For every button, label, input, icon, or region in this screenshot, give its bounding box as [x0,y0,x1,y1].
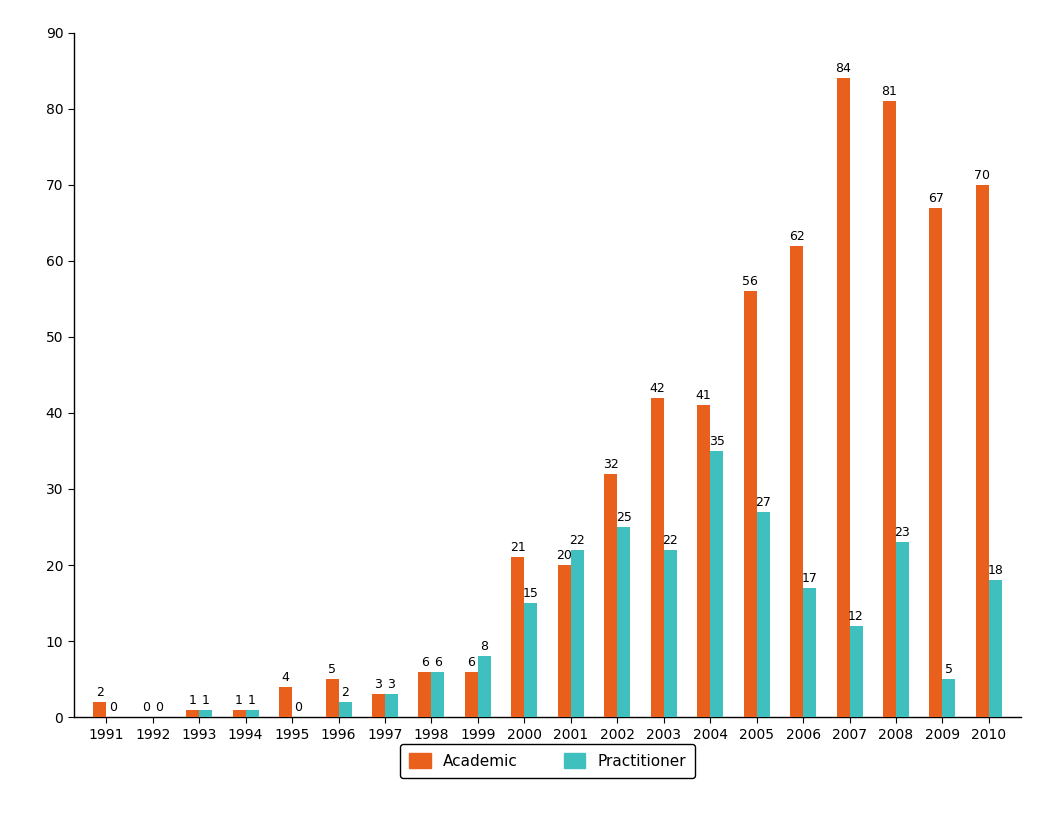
Bar [199,710,212,717]
Text: 27: 27 [755,496,771,509]
Text: 20: 20 [556,549,572,562]
Bar [524,603,537,717]
Bar [512,557,524,717]
Text: 21: 21 [510,541,525,554]
Text: 62: 62 [789,230,804,243]
Text: 0: 0 [295,701,302,714]
Bar [896,542,909,717]
Text: 70: 70 [974,169,991,182]
Text: 3: 3 [375,678,382,691]
Legend: Academic, Practitioner: Academic, Practitioner [400,744,695,778]
Text: 2: 2 [96,686,103,699]
Bar [976,185,989,717]
Text: 84: 84 [835,62,851,75]
Bar [233,710,245,717]
Bar [245,710,259,717]
Bar [790,245,803,717]
Text: 41: 41 [696,390,712,403]
Text: 35: 35 [709,435,724,448]
Bar [418,672,432,717]
Text: 6: 6 [421,655,429,668]
Text: 1: 1 [249,694,256,707]
Text: 8: 8 [480,641,489,654]
Bar [338,702,352,717]
Text: 32: 32 [603,458,618,471]
Text: 3: 3 [388,678,396,691]
Text: 56: 56 [742,275,758,289]
Text: 1: 1 [188,694,197,707]
Text: 18: 18 [988,564,1004,577]
Bar [279,687,292,717]
Text: 5: 5 [327,663,336,676]
Text: 6: 6 [468,655,475,668]
Bar [883,101,896,717]
Bar [942,679,955,717]
Bar [663,550,677,717]
Text: 6: 6 [434,655,442,668]
Bar [464,672,478,717]
Text: 4: 4 [281,671,290,684]
Text: 42: 42 [650,381,665,394]
Text: 25: 25 [616,511,632,524]
Text: 12: 12 [848,610,863,623]
Bar [558,565,571,717]
Bar [743,291,757,717]
Text: 1: 1 [235,694,243,707]
Bar [372,694,385,717]
Bar [697,405,710,717]
Text: 23: 23 [895,526,911,540]
Bar [571,550,583,717]
Bar [757,512,770,717]
Text: 2: 2 [341,686,349,699]
Text: 15: 15 [523,587,539,600]
Bar [836,78,850,717]
Bar [930,208,942,717]
Bar [432,672,444,717]
Bar [186,710,199,717]
Bar [803,588,816,717]
Bar [710,451,723,717]
Text: 0: 0 [142,701,151,714]
Bar [651,398,663,717]
Text: 81: 81 [881,85,897,98]
Bar [325,679,338,717]
Text: 0: 0 [108,701,117,714]
Text: 17: 17 [801,572,817,585]
Text: 67: 67 [928,192,943,205]
Bar [385,694,398,717]
Bar [604,474,617,717]
Text: 1: 1 [202,694,210,707]
Bar [94,702,106,717]
Text: 22: 22 [570,534,585,547]
Text: 5: 5 [945,663,953,676]
Bar [478,656,491,717]
Bar [850,626,862,717]
Text: 22: 22 [662,534,678,547]
Text: 0: 0 [155,701,163,714]
Bar [989,580,1001,717]
Bar [617,527,631,717]
